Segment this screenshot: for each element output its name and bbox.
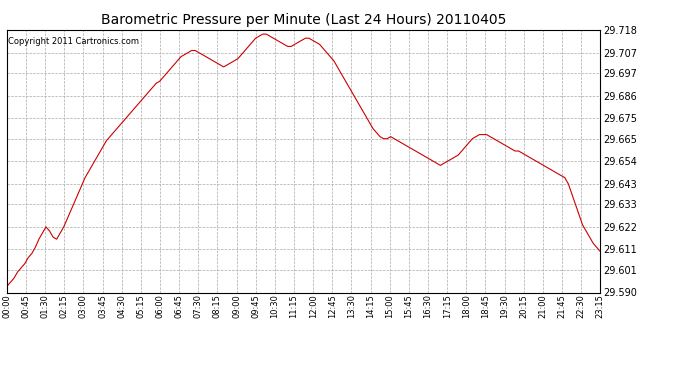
Text: Copyright 2011 Cartronics.com: Copyright 2011 Cartronics.com — [8, 37, 139, 46]
Title: Barometric Pressure per Minute (Last 24 Hours) 20110405: Barometric Pressure per Minute (Last 24 … — [101, 13, 506, 27]
